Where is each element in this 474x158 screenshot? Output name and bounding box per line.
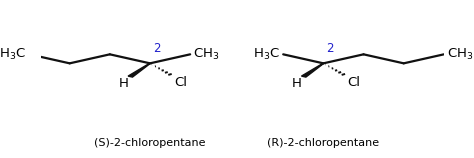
Polygon shape bbox=[128, 63, 150, 77]
Text: H: H bbox=[118, 77, 128, 91]
Text: CH$_3$: CH$_3$ bbox=[193, 47, 220, 62]
Text: CH$_3$: CH$_3$ bbox=[447, 47, 474, 62]
Text: Cl: Cl bbox=[174, 76, 187, 89]
Text: (S)-2-chloropentane: (S)-2-chloropentane bbox=[94, 138, 206, 148]
Text: Cl: Cl bbox=[347, 76, 360, 89]
Polygon shape bbox=[301, 63, 324, 77]
Text: H$_3$C: H$_3$C bbox=[253, 47, 280, 62]
Text: (R)-2-chloropentane: (R)-2-chloropentane bbox=[267, 138, 380, 148]
Text: 2: 2 bbox=[153, 42, 161, 55]
Text: 2: 2 bbox=[327, 42, 334, 55]
Text: H: H bbox=[292, 77, 301, 91]
Text: H$_3$C: H$_3$C bbox=[0, 47, 26, 62]
